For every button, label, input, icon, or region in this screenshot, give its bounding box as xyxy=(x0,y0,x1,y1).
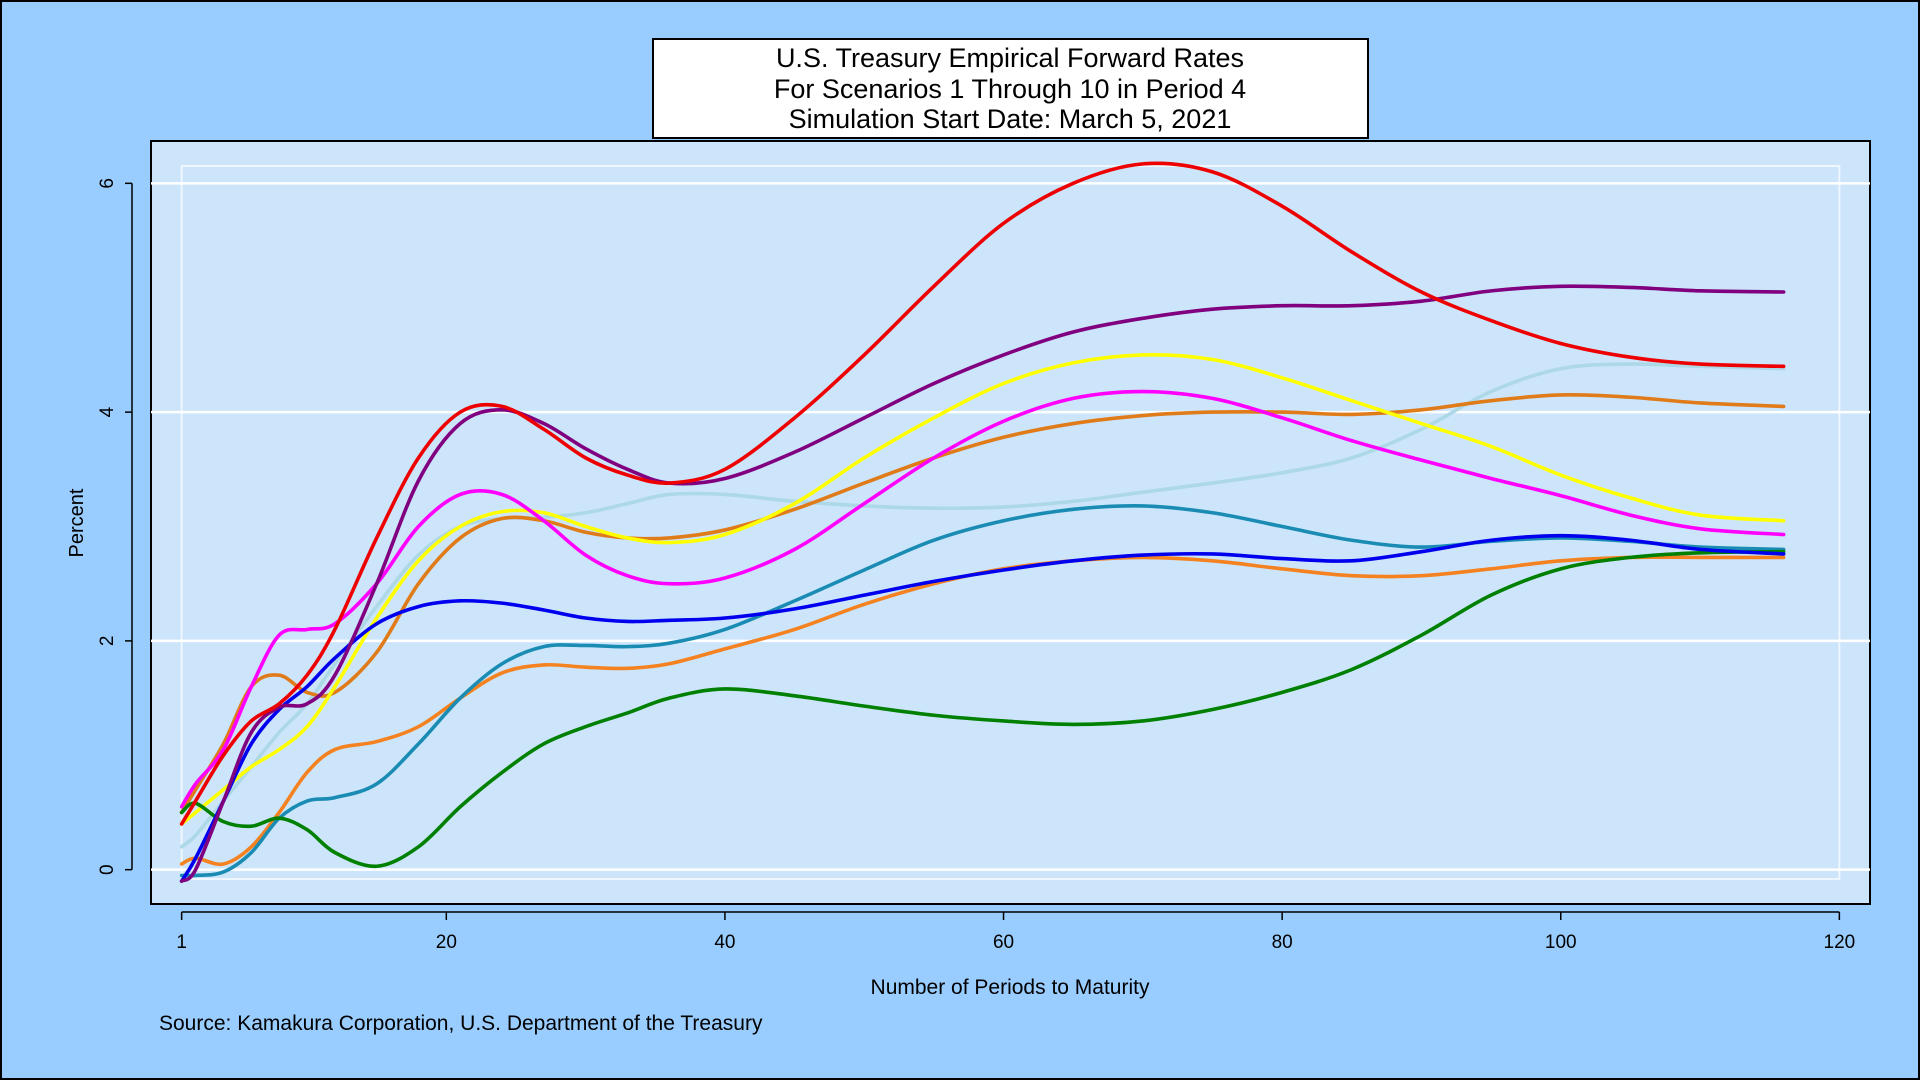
title-line: Simulation Start Date: March 5, 2021 xyxy=(789,104,1232,134)
series-line xyxy=(179,352,1786,826)
series-line xyxy=(179,555,1786,867)
series-line xyxy=(179,533,1786,883)
plot-panel xyxy=(150,140,1871,905)
title-box xyxy=(652,38,1369,139)
x-tick-label: 1 xyxy=(176,932,187,953)
source-note: Source: Kamakura Corporation, U.S. Depar… xyxy=(159,1012,763,1035)
x-tick-label: 40 xyxy=(714,932,735,953)
series-line xyxy=(179,161,1786,826)
x-tick-label: 20 xyxy=(436,932,457,953)
series-line xyxy=(179,503,1786,878)
y-tick-label: 2 xyxy=(97,636,118,647)
y-tick-label: 0 xyxy=(97,864,118,875)
x-tick-label: 60 xyxy=(993,932,1014,953)
x-axis-label: Number of Periods to Maturity xyxy=(871,976,1150,999)
x-tick-label: 80 xyxy=(1272,932,1293,953)
series-line xyxy=(179,549,1786,869)
series-line xyxy=(179,284,1786,883)
series-line xyxy=(179,389,1786,809)
y-axis-label: Percent xyxy=(66,488,88,557)
y-tick-label: 6 xyxy=(97,178,118,189)
y-tick-label: 4 xyxy=(97,406,118,417)
x-tick-label: 100 xyxy=(1545,932,1577,953)
title-line: U.S. Treasury Empirical Forward Rates xyxy=(776,43,1244,73)
inner-frame xyxy=(180,165,1841,880)
x-tick-label: 120 xyxy=(1824,932,1856,953)
title-line: For Scenarios 1 Through 10 in Period 4 xyxy=(774,74,1246,104)
